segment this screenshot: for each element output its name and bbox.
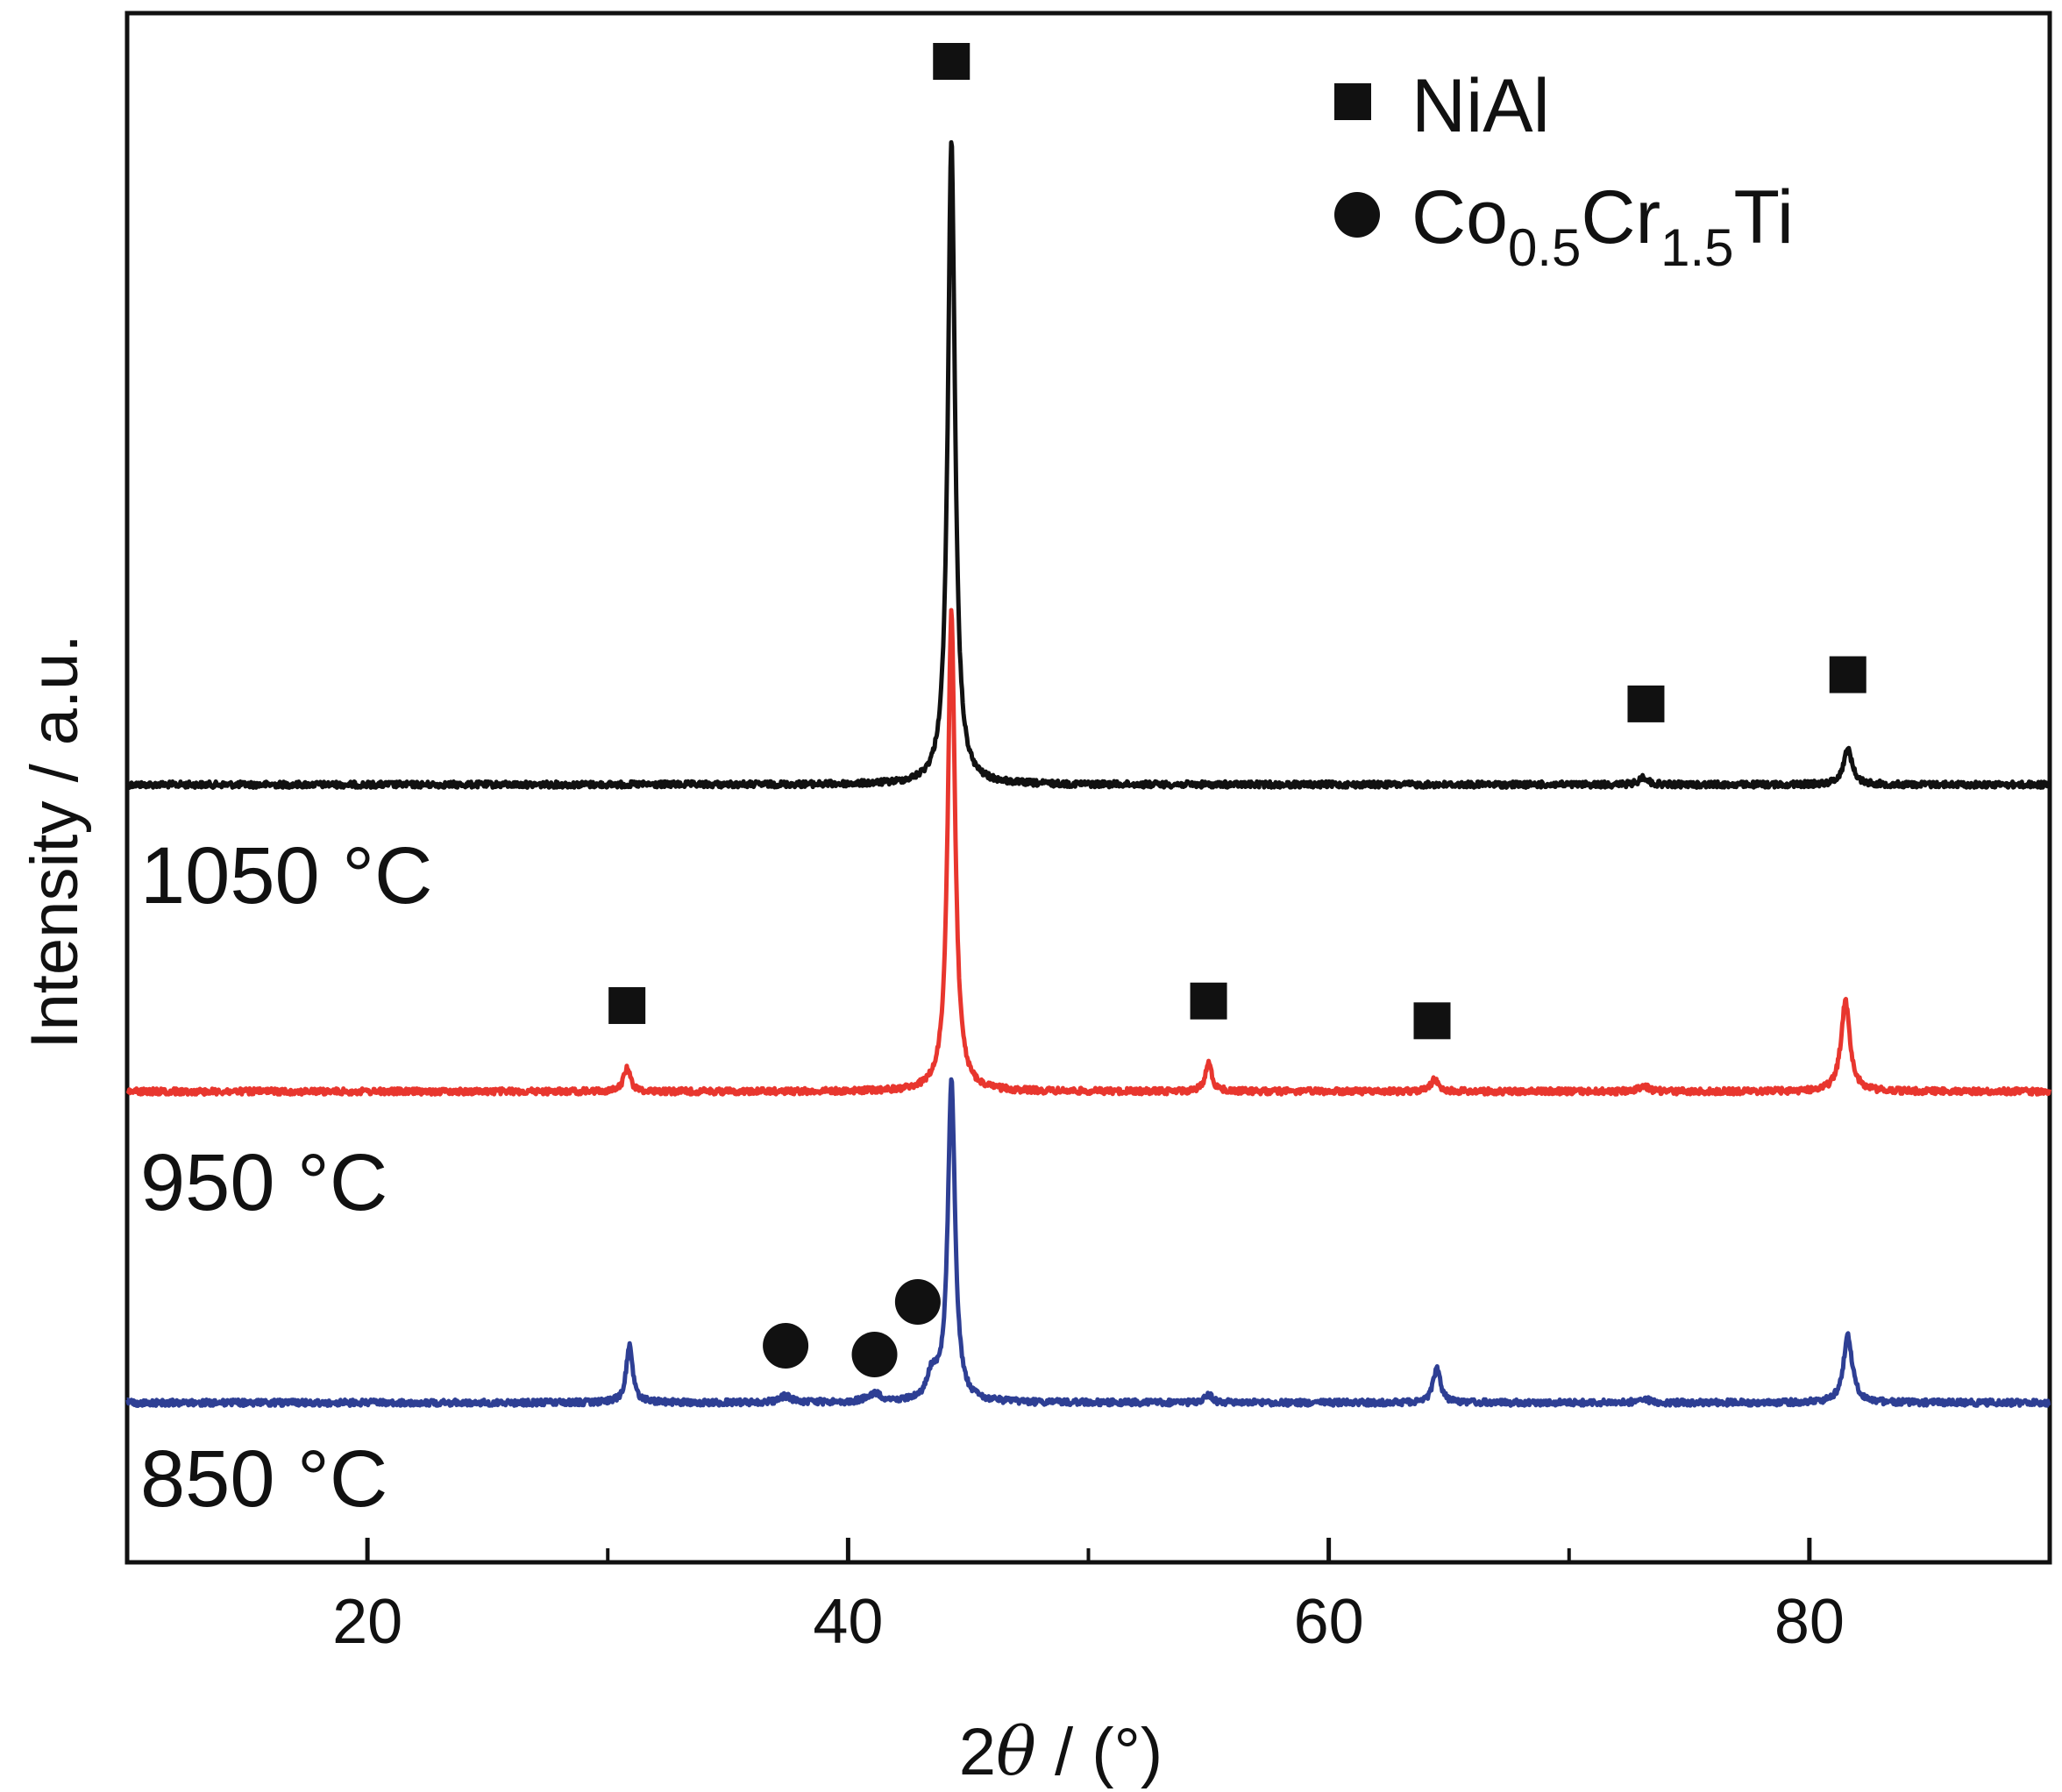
legend-marker-square [1334, 83, 1371, 120]
legend-label-nial: NiAl [1411, 64, 1550, 148]
marker-square-nial [1190, 982, 1227, 1020]
legend-marker-circle [1334, 192, 1380, 238]
marker-circle-cocrti [851, 1332, 898, 1377]
marker-square-nial [608, 986, 646, 1024]
y-axis-title: Intensity / a.u. [18, 634, 92, 1049]
legend: NiAl Co0.5Cr1.5Ti [1334, 64, 1794, 277]
legend-label-cocrti: Co0.5Cr1.5Ti [1411, 175, 1794, 277]
marker-circle-cocrti [894, 1279, 941, 1325]
series-label-950: 950 °C [140, 1138, 388, 1227]
x-tick-label: 60 [1294, 1587, 1364, 1657]
series-line-1050 [124, 139, 2051, 790]
x-tick-label: 40 [813, 1587, 883, 1657]
marker-square-nial [933, 43, 971, 80]
marker-circle-cocrti [763, 1323, 809, 1369]
phase-markers [608, 43, 1866, 1377]
temperature-labels: 1050 °C 950 °C 850 °C [140, 831, 432, 1524]
series-label-1050: 1050 °C [140, 831, 432, 921]
x-axis-title: 2θ / (°) [959, 1712, 1163, 1790]
x-tick-label: 80 [1774, 1587, 1845, 1657]
series-line-950 [125, 608, 2051, 1097]
x-tick-label: 20 [332, 1587, 402, 1657]
series-label-850: 850 °C [140, 1434, 388, 1524]
x-axis-ticks [365, 1538, 1812, 1562]
marker-square-nial [1413, 1002, 1451, 1040]
series-layer [124, 139, 2051, 1408]
marker-square-nial [1829, 656, 1866, 693]
series-line-850 [125, 1077, 2051, 1408]
x-axis-tick-labels: 20 40 60 80 [332, 1587, 1845, 1657]
marker-square-nial [1627, 685, 1665, 722]
